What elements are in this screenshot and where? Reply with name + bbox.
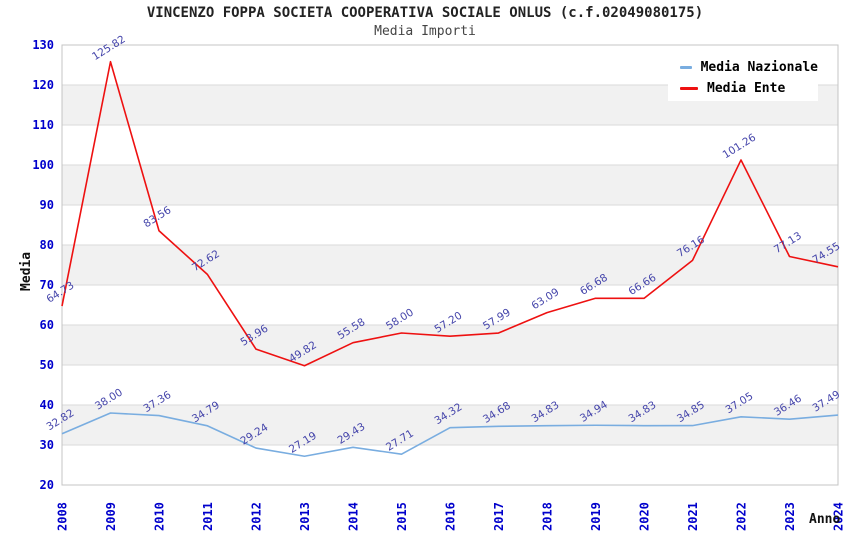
x-tick-label: 2008 xyxy=(56,502,70,531)
x-tick-label: 2014 xyxy=(347,502,361,531)
x-tick-label: 2018 xyxy=(541,502,555,531)
y-tick-label: 110 xyxy=(32,118,54,132)
x-tick-label: 2013 xyxy=(298,502,312,531)
data-point-label: 125.82 xyxy=(90,33,128,63)
legend: Media Nazionale Media Ente xyxy=(668,55,818,101)
legend-swatch-media-ente xyxy=(680,87,698,90)
x-tick-label: 2020 xyxy=(638,502,652,531)
legend-item-media-ente[interactable]: Media Ente xyxy=(668,81,818,96)
y-axis-title: Media xyxy=(19,252,34,291)
x-tick-label: 2016 xyxy=(444,502,458,531)
legend-swatch-media-nazionale xyxy=(680,66,692,69)
y-tick-label: 90 xyxy=(40,198,54,212)
plot-band xyxy=(62,245,838,285)
chart-title: VINCENZO FOPPA SOCIETA COOPERATIVA SOCIA… xyxy=(146,5,704,21)
x-tick-label: 2024 xyxy=(832,502,846,531)
chart-subtitle: Media Importi xyxy=(374,24,476,39)
y-tick-label: 100 xyxy=(32,158,54,172)
y-tick-label: 130 xyxy=(32,38,54,52)
x-tick-label: 2019 xyxy=(589,502,603,531)
y-tick-label: 120 xyxy=(32,78,54,92)
series-line-media-ente[interactable] xyxy=(61,60,839,367)
x-tick-label: 2022 xyxy=(735,502,749,531)
x-axis-title: Anno xyxy=(809,512,841,527)
plot-band xyxy=(62,165,838,205)
x-tick-label: 2010 xyxy=(153,502,167,531)
x-tick-label: 2011 xyxy=(201,502,215,531)
data-point-label: 63.09 xyxy=(529,286,561,312)
plot-band xyxy=(62,405,838,445)
legend-label: Media Nazionale xyxy=(700,60,818,75)
y-tick-label: 50 xyxy=(40,358,54,372)
y-tick-label: 60 xyxy=(40,318,54,332)
data-point-label: 101.26 xyxy=(721,131,759,161)
y-tick-label: 80 xyxy=(40,238,54,252)
plot-band xyxy=(62,325,838,365)
y-tick-label: 20 xyxy=(40,478,54,492)
y-tick-label: 30 xyxy=(40,438,54,452)
x-tick-label: 2009 xyxy=(104,502,118,531)
x-tick-label: 2015 xyxy=(395,502,409,531)
x-tick-label: 2012 xyxy=(250,502,264,531)
series-line-media-nazionale[interactable] xyxy=(61,412,839,458)
plot-border xyxy=(61,44,839,486)
x-tick-label: 2017 xyxy=(492,502,506,531)
legend-label: Media Ente xyxy=(707,81,786,96)
legend-item-media-nazionale[interactable]: Media Nazionale xyxy=(668,60,818,75)
x-tick-label: 2021 xyxy=(686,502,700,531)
x-tick-label: 2023 xyxy=(783,502,797,531)
y-tick-label: 40 xyxy=(40,398,54,412)
y-tick-label: 70 xyxy=(40,278,54,292)
